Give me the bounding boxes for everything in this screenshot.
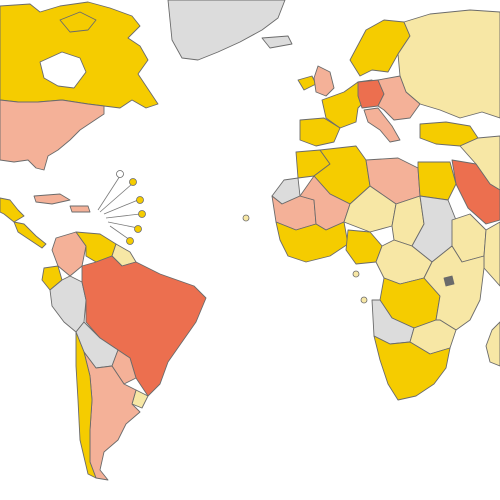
callout-dot[interactable] xyxy=(134,225,142,233)
region-lake-victoria xyxy=(443,275,455,287)
region-russia[interactable] xyxy=(397,9,500,119)
region-hudson-bay xyxy=(39,51,87,89)
region-united-kingdom[interactable] xyxy=(313,65,335,97)
callout-dot[interactable] xyxy=(129,178,137,186)
callout-dot[interactable] xyxy=(360,296,368,304)
region-iberia[interactable] xyxy=(299,117,341,147)
region-brazil[interactable] xyxy=(81,255,207,397)
region-somalia[interactable] xyxy=(483,221,500,287)
callout-dot[interactable] xyxy=(242,214,250,222)
region-egypt[interactable] xyxy=(417,161,457,201)
callout-dot[interactable] xyxy=(116,170,124,178)
region-svalbard[interactable] xyxy=(261,35,293,49)
region-east-africa[interactable] xyxy=(423,245,485,331)
region-mexico[interactable] xyxy=(0,197,25,223)
region-italy[interactable] xyxy=(363,107,401,143)
region-caribbean[interactable] xyxy=(33,193,71,205)
small-states-callouts xyxy=(97,170,368,304)
region-eastern-europe[interactable] xyxy=(377,75,421,121)
region-madagascar[interactable] xyxy=(485,321,500,367)
callout-dot[interactable] xyxy=(138,210,146,218)
region-greenland[interactable] xyxy=(167,0,286,61)
callout-dot[interactable] xyxy=(126,237,134,245)
region-chile[interactable] xyxy=(75,331,97,479)
region-central-america[interactable] xyxy=(13,221,47,249)
region-saudi-arabia[interactable] xyxy=(451,159,500,225)
region-caribbean-east[interactable] xyxy=(69,205,91,213)
region-southern-africa[interactable] xyxy=(373,335,451,401)
callout-dot[interactable] xyxy=(136,196,144,204)
region-canada-island[interactable] xyxy=(59,11,97,33)
region-peru[interactable] xyxy=(49,275,87,333)
region-united-states[interactable] xyxy=(0,99,105,171)
callout-dot[interactable] xyxy=(352,270,360,278)
